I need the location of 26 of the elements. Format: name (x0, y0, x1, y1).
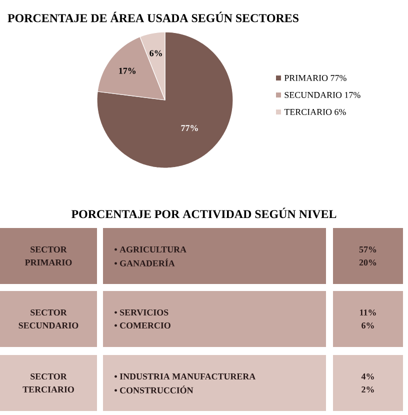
text: PRIMARIO (24, 259, 72, 266)
legend-label: TERCIARIO 6% (284, 108, 346, 116)
text: • GANADERÍA (114, 258, 175, 266)
text: • INDUSTRIA MANUFACTURERA (114, 373, 256, 380)
text: • CONSTRUCCIÓN (114, 386, 194, 394)
text: TERCIARIO (22, 386, 74, 393)
text: 57% (359, 246, 376, 253)
chart-title: PORCENTAJE DE ÁREA USADA SEGÚN SECTORES (8, 12, 299, 22)
text: 20% (359, 259, 376, 266)
text: • SERVICIOS (114, 309, 168, 316)
text: SECUNDARIO (18, 322, 78, 329)
text: 11% (360, 309, 376, 316)
data-label: 6% (150, 50, 162, 56)
text: 2% (362, 386, 374, 393)
text: SECTOR (30, 373, 67, 380)
legend-label: PRIMARIO 77% (284, 74, 346, 82)
text: SECTOR (30, 309, 67, 316)
text: SECTOR (30, 246, 67, 253)
text: 4% (361, 373, 374, 380)
data-label: 77% (181, 125, 198, 132)
text: PORCENTAJE POR ACTIVIDAD SEGÚN NIVEL (71, 208, 336, 218)
text: 6% (362, 322, 374, 329)
text: • COMERCIO (114, 322, 170, 329)
legend-label: SECUNDARIO 17% (284, 92, 360, 98)
data-label: 17% (119, 68, 136, 74)
text: • AGRICULTURA (114, 246, 186, 253)
